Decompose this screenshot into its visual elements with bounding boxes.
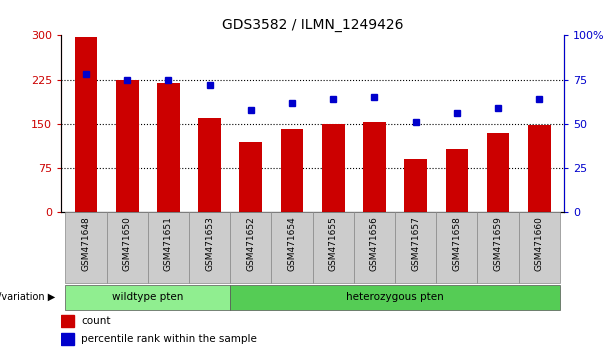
FancyBboxPatch shape [107, 212, 148, 283]
FancyBboxPatch shape [148, 212, 189, 283]
FancyBboxPatch shape [519, 212, 560, 283]
Text: GSM471655: GSM471655 [329, 216, 338, 271]
FancyBboxPatch shape [313, 212, 354, 283]
Text: GSM471648: GSM471648 [82, 216, 91, 271]
Text: GSM471653: GSM471653 [205, 216, 214, 271]
Bar [487, 133, 509, 212]
Text: GSM471660: GSM471660 [535, 216, 544, 271]
FancyBboxPatch shape [230, 285, 560, 310]
Text: GSM471651: GSM471651 [164, 216, 173, 271]
Bar [157, 82, 180, 212]
Text: wildtype pten: wildtype pten [112, 292, 183, 302]
Bar [281, 129, 303, 212]
Text: heterozygous pten: heterozygous pten [346, 292, 444, 302]
FancyBboxPatch shape [395, 212, 436, 283]
Text: genotype/variation ▶: genotype/variation ▶ [0, 292, 55, 302]
FancyBboxPatch shape [189, 212, 230, 283]
Bar [240, 142, 262, 212]
Text: GSM471656: GSM471656 [370, 216, 379, 271]
Text: GSM471657: GSM471657 [411, 216, 420, 271]
FancyBboxPatch shape [272, 212, 313, 283]
Text: GSM471659: GSM471659 [493, 216, 503, 271]
Title: GDS3582 / ILMN_1249426: GDS3582 / ILMN_1249426 [222, 18, 403, 32]
FancyBboxPatch shape [230, 212, 272, 283]
Bar [405, 159, 427, 212]
Text: GSM471658: GSM471658 [452, 216, 462, 271]
Bar [528, 125, 550, 212]
Bar [322, 124, 345, 212]
Text: GSM471652: GSM471652 [246, 216, 256, 271]
FancyBboxPatch shape [66, 212, 107, 283]
Bar [446, 149, 468, 212]
Bar [75, 36, 97, 212]
FancyBboxPatch shape [478, 212, 519, 283]
FancyBboxPatch shape [66, 285, 230, 310]
Bar [363, 122, 386, 212]
Bar [61, 315, 74, 327]
Text: percentile rank within the sample: percentile rank within the sample [82, 334, 257, 344]
Bar [61, 333, 74, 345]
Bar [116, 80, 139, 212]
Bar [198, 118, 221, 212]
FancyBboxPatch shape [436, 212, 478, 283]
Text: GSM471654: GSM471654 [287, 216, 297, 271]
Text: count: count [82, 316, 111, 326]
Text: GSM471650: GSM471650 [123, 216, 132, 271]
FancyBboxPatch shape [354, 212, 395, 283]
